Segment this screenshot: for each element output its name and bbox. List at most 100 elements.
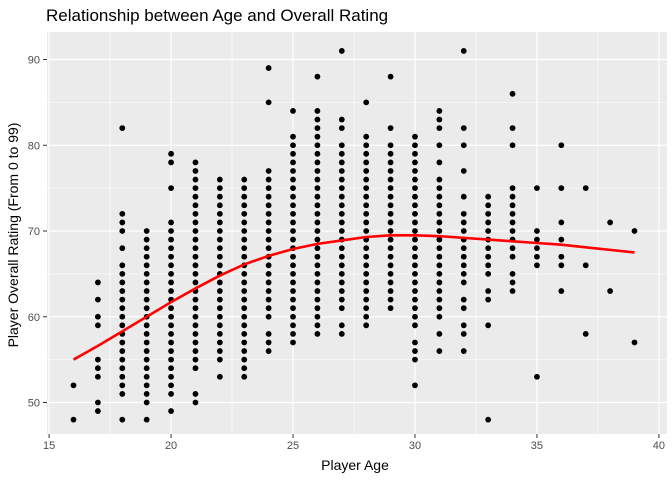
data-point <box>363 168 370 174</box>
data-point <box>338 116 345 123</box>
data-point <box>509 90 516 97</box>
data-point <box>119 339 126 346</box>
data-point <box>265 262 272 269</box>
data-point <box>265 219 272 226</box>
data-point <box>216 210 223 217</box>
data-point <box>119 228 126 234</box>
data-point <box>485 210 492 217</box>
data-point <box>119 382 126 389</box>
data-point <box>338 253 345 260</box>
data-point <box>290 279 296 286</box>
data-point <box>241 228 248 234</box>
data-point <box>168 382 174 389</box>
data-point <box>485 262 492 269</box>
data-point <box>94 313 101 320</box>
data-point <box>485 219 492 226</box>
data-point <box>192 391 199 397</box>
data-point <box>412 236 418 243</box>
data-point <box>509 185 516 192</box>
data-point <box>582 262 589 269</box>
data-point <box>460 228 467 234</box>
data-point <box>412 253 418 260</box>
data-point <box>216 348 223 354</box>
data-point <box>509 202 516 209</box>
data-point <box>119 262 126 269</box>
data-point <box>412 142 418 149</box>
data-point <box>338 185 345 192</box>
data-point <box>412 305 418 312</box>
data-point <box>241 365 248 372</box>
data-point <box>143 270 150 277</box>
data-point <box>119 296 126 303</box>
data-point <box>216 219 223 226</box>
data-point <box>363 305 370 312</box>
data-point <box>363 99 370 106</box>
data-point <box>241 288 248 294</box>
data-point <box>460 193 467 200</box>
data-point <box>216 202 223 209</box>
data-point <box>265 270 272 277</box>
data-point <box>363 253 370 260</box>
data-point <box>412 176 418 183</box>
data-point <box>460 348 467 354</box>
data-point <box>363 176 370 183</box>
data-point <box>290 185 296 192</box>
data-point <box>485 288 492 294</box>
data-point <box>460 125 467 131</box>
data-point <box>119 391 126 397</box>
data-point <box>436 125 443 131</box>
data-point <box>460 270 467 277</box>
data-point <box>241 219 248 226</box>
data-point <box>241 356 248 363</box>
data-point <box>168 339 174 346</box>
data-point <box>460 210 467 217</box>
data-point <box>168 219 174 226</box>
data-point <box>192 253 199 260</box>
data-point <box>338 305 345 312</box>
data-point <box>436 142 443 149</box>
data-point <box>363 202 370 209</box>
data-point <box>216 236 223 243</box>
data-point <box>314 142 321 149</box>
data-point <box>290 253 296 260</box>
data-point <box>338 210 345 217</box>
data-point <box>314 185 321 192</box>
data-point <box>412 159 418 166</box>
data-point <box>290 202 296 209</box>
data-point <box>314 125 321 131</box>
data-point <box>338 245 345 252</box>
data-point <box>558 185 565 192</box>
data-point <box>143 262 150 269</box>
data-point <box>119 313 126 320</box>
data-point <box>338 322 345 329</box>
data-point <box>192 356 199 363</box>
data-point <box>290 133 296 140</box>
data-point <box>265 331 272 337</box>
data-point <box>534 236 540 243</box>
data-point <box>168 365 174 372</box>
data-point <box>216 322 223 329</box>
data-point <box>338 228 345 234</box>
data-point <box>387 142 394 149</box>
data-point <box>338 168 345 174</box>
data-point <box>314 262 321 269</box>
data-point <box>192 176 199 183</box>
data-point <box>265 168 272 174</box>
data-point <box>192 399 199 406</box>
data-point <box>143 373 150 380</box>
data-point <box>143 305 150 312</box>
data-point <box>509 279 516 286</box>
data-point <box>387 210 394 217</box>
data-point <box>94 399 101 406</box>
data-point <box>509 125 516 131</box>
data-point <box>241 339 248 346</box>
data-point <box>558 288 565 294</box>
data-point <box>436 296 443 303</box>
data-point <box>314 270 321 277</box>
x-tick-label: 40 <box>653 440 665 452</box>
data-point <box>314 288 321 294</box>
data-point <box>387 236 394 243</box>
data-point <box>338 125 345 131</box>
data-point <box>314 228 321 234</box>
data-point <box>436 288 443 294</box>
